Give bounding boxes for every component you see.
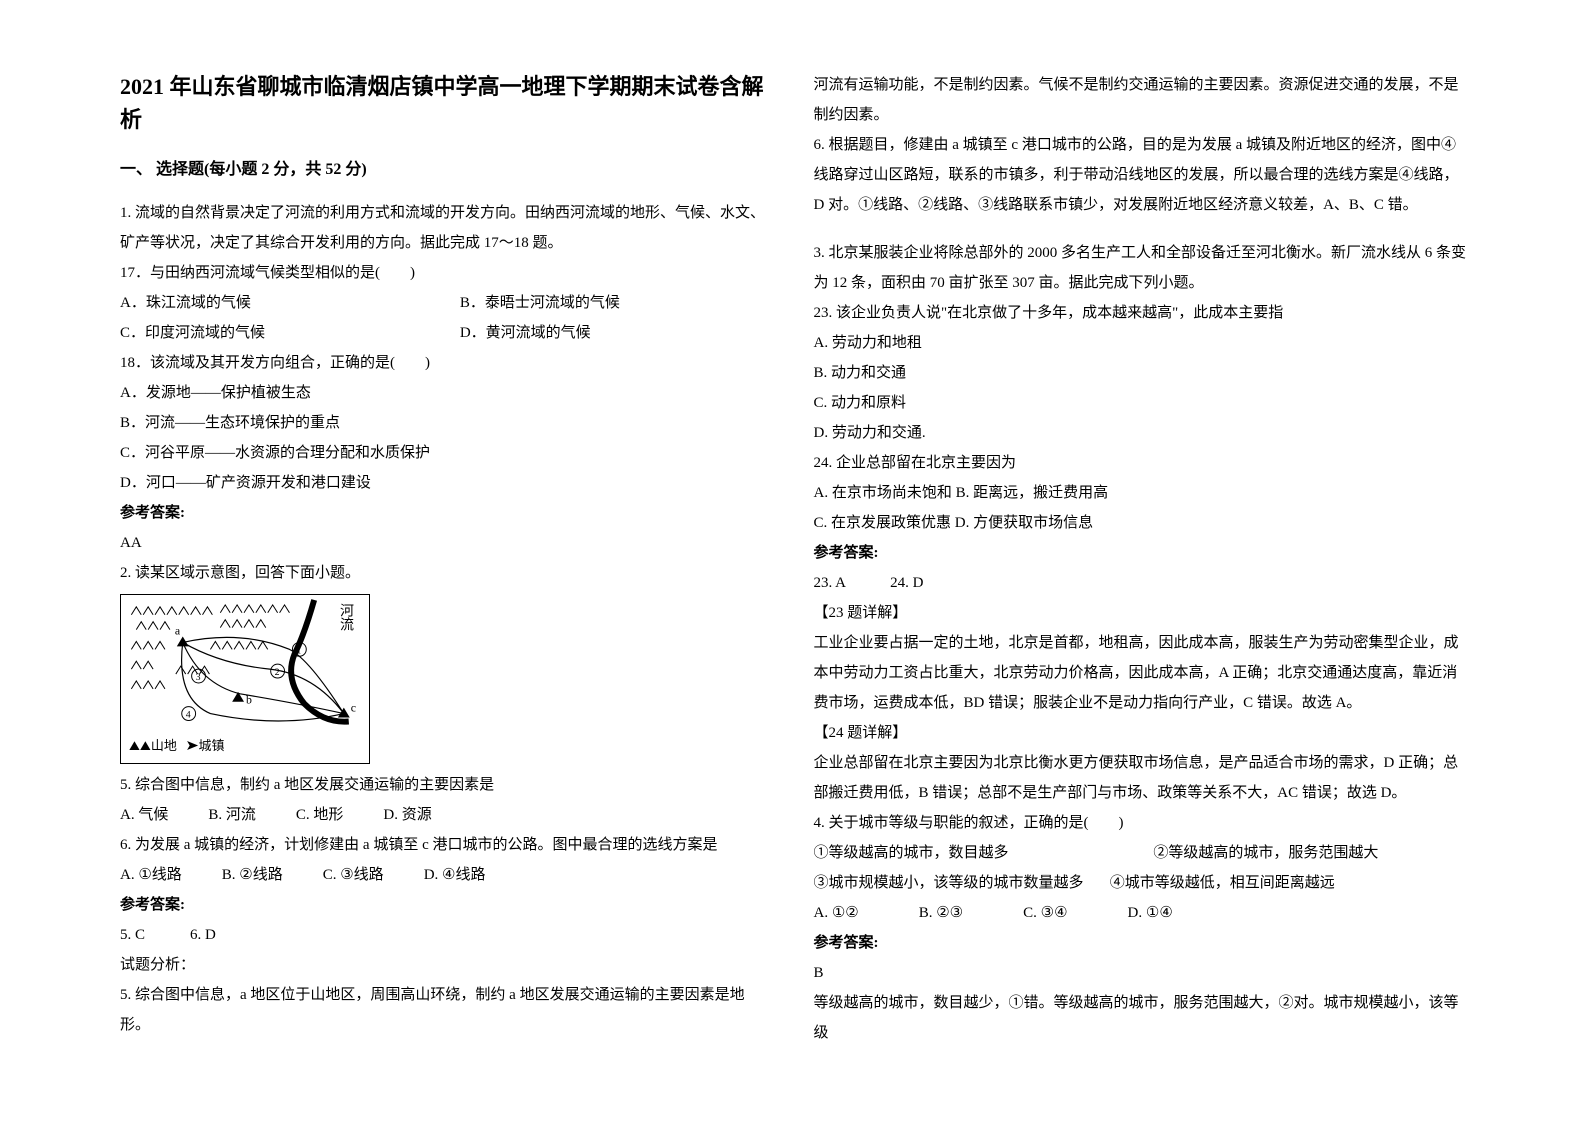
q4-opt-b: B. ②③ <box>919 898 963 928</box>
q4-intro: 4. 关于城市等级与职能的叙述，正确的是( ) <box>814 808 1468 838</box>
map-legend: ⛰⛰山地 ➤城镇 <box>129 733 225 759</box>
q2-analysis-label: 试题分析： <box>120 950 774 980</box>
exam-title: 2021 年山东省聊城市临清烟店镇中学高一地理下学期期末试卷含解析 <box>120 70 774 136</box>
q17-opt-a: A．珠江流域的气候 <box>120 288 460 318</box>
q6-opt-d: D. ④线路 <box>424 860 486 890</box>
q2-answer-label: 参考答案: <box>120 890 774 920</box>
q24-opt-cd: C. 在京发展政策优惠 D. 方便获取市场信息 <box>814 508 1468 538</box>
q18-opt-b: B．河流——生态环境保护的重点 <box>120 408 774 438</box>
q2-intro: 2. 读某区域示意图，回答下面小题。 <box>120 558 774 588</box>
legend-mountain: ⛰⛰山地 <box>129 738 177 753</box>
q17-opts-line1: A．珠江流域的气候 B．泰晤士河流域的气候 <box>120 288 774 318</box>
right-column: 河流有运输功能，不是制约因素。气候不是制约交通运输的主要因素。资源促进交通的发展… <box>794 70 1488 1082</box>
q6-options: A. ①线路 B. ②线路 C. ③线路 D. ④线路 <box>120 860 774 890</box>
cont-p2: 6. 根据题目，修建由 a 城镇至 c 港口城市的公路，目的是为发展 a 城镇及… <box>814 130 1468 220</box>
svg-text:1: 1 <box>296 645 301 656</box>
q1-intro: 1. 流域的自然背景决定了河流的利用方式和流域的开发方向。田纳西河流域的地形、气… <box>120 198 774 258</box>
q17-opt-b: B．泰晤士河流域的气候 <box>460 288 620 318</box>
q24-detail-head: 【24 题详解】 <box>814 718 1468 748</box>
q4-stmts-line1: ①等级越高的城市，数目越多 ②等级越高的城市，服务范围越大 <box>814 838 1468 868</box>
q23-text: 23. 该企业负责人说"在北京做了十多年，成本越来越高"，此成本主要指 <box>814 298 1468 328</box>
q4-opt-a: A. ①② <box>814 898 859 928</box>
q4-answer: B <box>814 958 1468 988</box>
q18-opt-d: D．河口——矿产资源开发和港口建设 <box>120 468 774 498</box>
q5-opt-b: B. 河流 <box>208 800 256 830</box>
q17-text: 17．与田纳西河流域气候类型相似的是( ) <box>120 258 774 288</box>
q4-stmt-2: ②等级越高的城市，服务范围越大 <box>1153 838 1378 868</box>
q17-opt-c: C．印度河流域的气候 <box>120 318 460 348</box>
q4-stmts-line2: ③城市规模越小，该等级的城市数量越多 ④城市等级越低，相互间距离越远 <box>814 868 1468 898</box>
q5-opt-d: D. 资源 <box>383 800 431 830</box>
q24-detail: 企业总部留在北京主要因为北京比衡水更方便获取市场信息，是产品适合市场的需求，D … <box>814 748 1468 808</box>
q23-opt-d: D. 劳动力和交通. <box>814 418 1468 448</box>
q17-opt-d: D．黄河流域的气候 <box>460 318 591 348</box>
q4-stmt-3: ③城市规模越小，该等级的城市数量越多 <box>814 875 1084 891</box>
q18-text: 18．该流域及其开发方向组合，正确的是( ) <box>120 348 774 378</box>
q3-intro: 3. 北京某服装企业将除总部外的 2000 多名生产工人和全部设备迁至河北衡水。… <box>814 238 1468 298</box>
q3-answer-label: 参考答案: <box>814 538 1468 568</box>
region-map-figure: a b c 1 2 3 4 ⛰⛰山地 ➤城镇 河流 <box>120 594 370 764</box>
q5-text: 5. 综合图中信息，制约 a 地区发展交通运输的主要因素是 <box>120 770 774 800</box>
svg-text:b: b <box>246 693 252 707</box>
legend-town: ➤城镇 <box>187 738 225 753</box>
q4-opt-c: C. ③④ <box>1023 898 1067 928</box>
q5-options: A. 气候 B. 河流 C. 地形 D. 资源 <box>120 800 774 830</box>
q4-stmt-1: ①等级越高的城市，数目越多 <box>814 838 1154 868</box>
q6-opt-c: C. ③线路 <box>323 860 384 890</box>
svg-text:2: 2 <box>275 667 280 678</box>
cont-p1: 河流有运输功能，不是制约因素。气候不是制约交通运输的主要因素。资源促进交通的发展… <box>814 70 1468 130</box>
q4-explanation: 等级越高的城市，数目越少，①错。等级越高的城市，服务范围越大，②对。城市规模越小… <box>814 988 1468 1048</box>
q4-answer-label: 参考答案: <box>814 928 1468 958</box>
q6-opt-b: B. ②线路 <box>222 860 283 890</box>
section-heading: 一、 选择题(每小题 2 分，共 52 分) <box>120 154 774 186</box>
svg-text:a: a <box>175 624 181 638</box>
q23-detail: 工业企业要占据一定的土地，北京是首都，地租高，因此成本高，服装生产为劳动密集型企… <box>814 628 1468 718</box>
q6-opt-a: A. ①线路 <box>120 860 182 890</box>
svg-text:3: 3 <box>196 672 201 683</box>
q24-opt-ab: A. 在京市场尚未饱和 B. 距离远，搬迁费用高 <box>814 478 1468 508</box>
svg-text:4: 4 <box>186 710 191 721</box>
q4-options: A. ①② B. ②③ C. ③④ D. ①④ <box>814 898 1468 928</box>
q2-analysis-5: 5. 综合图中信息，a 地区位于山地区，周围高山环绕，制约 a 地区发展交通运输… <box>120 980 774 1040</box>
q5-opt-a: A. 气候 <box>120 800 168 830</box>
q5-opt-c: C. 地形 <box>296 800 344 830</box>
q18-opt-a: A．发源地——保护植被生态 <box>120 378 774 408</box>
q17-opts-line2: C．印度河流域的气候 D．黄河流域的气候 <box>120 318 774 348</box>
q3-answer: 23. A 24. D <box>814 568 1468 598</box>
q4-opt-d: D. ①④ <box>1128 898 1173 928</box>
left-column: 2021 年山东省聊城市临清烟店镇中学高一地理下学期期末试卷含解析 一、 选择题… <box>100 70 794 1082</box>
q6-text: 6. 为发展 a 城镇的经济，计划修建由 a 城镇至 c 港口城市的公路。图中最… <box>120 830 774 860</box>
q4-stmt-4: ④城市等级越低，相互间距离越远 <box>1110 875 1335 891</box>
q23-opt-c: C. 动力和原料 <box>814 388 1468 418</box>
river-label: 河流 <box>331 603 359 631</box>
q18-opt-c: C．河谷平原——水资源的合理分配和水质保护 <box>120 438 774 468</box>
q2-answer: 5. C 6. D <box>120 920 774 950</box>
q23-opt-b: B. 动力和交通 <box>814 358 1468 388</box>
q23-opt-a: A. 劳动力和地租 <box>814 328 1468 358</box>
q23-detail-head: 【23 题详解】 <box>814 598 1468 628</box>
svg-text:c: c <box>351 701 356 715</box>
q24-text: 24. 企业总部留在北京主要因为 <box>814 448 1468 478</box>
q1-answer: AA <box>120 528 774 558</box>
q1-answer-label: 参考答案: <box>120 498 774 528</box>
spacer <box>814 220 1468 238</box>
